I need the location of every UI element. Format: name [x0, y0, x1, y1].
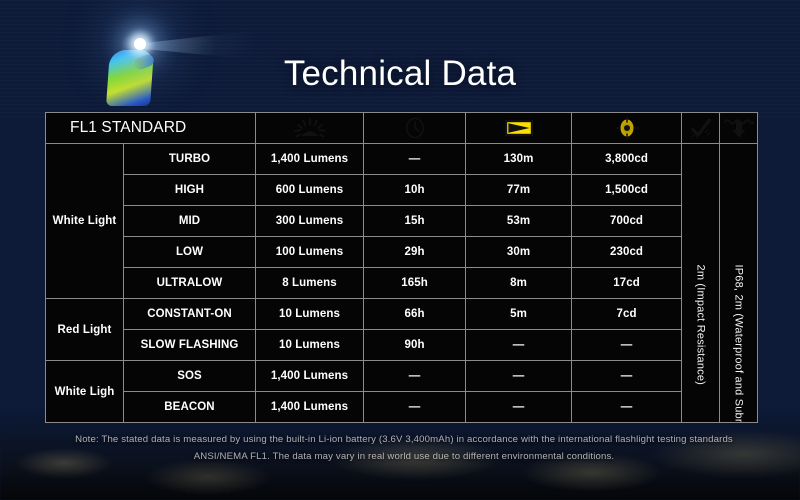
peak-intensity-value: 3,800cd	[571, 143, 683, 175]
waterproof-rating-text: IP68, 2m (Waterproof and Submersible)	[732, 264, 745, 423]
background-ground	[0, 408, 800, 500]
mode-name: SLOW FLASHING	[122, 329, 257, 361]
mode-name: TURBO	[122, 143, 257, 175]
beam-distance-value: 5m	[465, 298, 573, 330]
mode-name: BEACON	[122, 391, 257, 423]
beam-distance-value: 30m	[465, 236, 573, 268]
mode-name: LOW	[122, 236, 257, 268]
peak-intensity-value: —	[571, 360, 683, 392]
light-output-value: 1,400 Lumens	[255, 360, 365, 392]
peak-intensity-value: —	[571, 329, 683, 361]
table-header-row: FL1 STANDARD	[44, 112, 759, 144]
mode-name: MID	[122, 205, 257, 237]
fl1-standard-header: FL1 STANDARD	[44, 112, 257, 144]
table-row: SLOW FLASHING 10 Lumens 90h — —	[46, 329, 758, 361]
peak-intensity-value: 1,500cd	[571, 174, 683, 206]
light-output-icon	[255, 112, 365, 144]
beam-distance-value: 8m	[465, 267, 573, 299]
runtime-clock-icon	[363, 112, 467, 144]
runtime-value: 10h	[363, 174, 467, 206]
table-row: LOW 100 Lumens 29h 30m 230cd	[46, 236, 758, 268]
waterproof-icon	[719, 112, 759, 144]
runtime-value: —	[363, 143, 467, 175]
runtime-value: —	[363, 391, 467, 423]
light-output-value: 10 Lumens	[255, 298, 365, 330]
headlamp-light	[134, 38, 146, 50]
beam-distance-value: —	[465, 360, 573, 392]
peak-intensity-value: 230cd	[571, 236, 683, 268]
mode-name: CONSTANT-ON	[122, 298, 257, 330]
technical-data-table: FL1 STANDARD	[44, 112, 759, 423]
table-header: FL1 STANDARD	[44, 112, 759, 144]
table-row: Red Light CONSTANT-ON 10 Lumens 66h 5m 7…	[45, 298, 758, 361]
beam-distance-value: —	[465, 391, 573, 423]
light-output-value: 600 Lumens	[255, 174, 365, 206]
waterproof-rating-value: IP68, 2m (Waterproof and Submersible)	[719, 143, 759, 423]
peak-intensity-value: 17cd	[571, 267, 683, 299]
light-output-value: 1,400 Lumens	[255, 391, 365, 423]
light-output-value: 10 Lumens	[255, 329, 365, 361]
light-output-value: 8 Lumens	[255, 267, 365, 299]
beam-distance-icon	[465, 112, 573, 144]
peak-intensity-value: 7cd	[571, 298, 683, 330]
runtime-value: —	[363, 360, 467, 392]
group-label-red-light: Red Light	[45, 298, 124, 361]
table-row: White Light TURBO 1,400 Lumens — 130m 3,…	[45, 143, 759, 423]
beam-distance-value: 130m	[465, 143, 573, 175]
footnote-text: Note: The stated data is measured by usi…	[75, 434, 733, 462]
peak-intensity-value: 700cd	[571, 205, 683, 237]
light-output-value: 300 Lumens	[255, 205, 365, 237]
beam-distance-value: —	[465, 329, 573, 361]
light-output-value: 1,400 Lumens	[255, 143, 365, 175]
peak-intensity-value: —	[571, 391, 683, 423]
mode-name: SOS	[122, 360, 257, 392]
group-label-white-light-2: White Ligh	[45, 360, 124, 423]
runtime-value: 29h	[363, 236, 467, 268]
table-row: MID 300 Lumens 15h 53m 700cd	[46, 205, 758, 237]
page-title: Technical Data	[283, 54, 517, 93]
impact-resistance-value: 2m (Impact Resistance)	[681, 143, 721, 423]
impact-resistance-icon	[681, 112, 721, 144]
technical-data-table-wrapper: FL1 STANDARD	[44, 112, 759, 423]
peak-beam-intensity-icon	[571, 112, 683, 144]
table-row: HIGH 600 Lumens 10h 77m 1,500cd	[46, 174, 758, 206]
runtime-value: 66h	[363, 298, 467, 330]
mode-name: ULTRALOW	[122, 267, 257, 299]
beam-distance-value: 53m	[465, 205, 573, 237]
runtime-value: 165h	[363, 267, 467, 299]
table-row: ULTRALOW 8 Lumens 165h 8m 17cd	[46, 267, 758, 299]
light-output-value: 100 Lumens	[255, 236, 365, 268]
runtime-value: 15h	[363, 205, 467, 237]
table-row: White Ligh SOS 1,400 Lumens — — —	[45, 360, 758, 423]
hiker-head	[122, 36, 137, 53]
mode-name: HIGH	[122, 174, 257, 206]
group-label-white-light-1: White Light	[45, 143, 124, 299]
table-body: White Light TURBO 1,400 Lumens — 130m 3,…	[45, 143, 759, 423]
table-row: BEACON 1,400 Lumens — — —	[46, 391, 758, 423]
impact-resistance-text: 2m (Impact Resistance)	[694, 264, 707, 386]
beam-distance-value: 77m	[465, 174, 573, 206]
runtime-value: 90h	[363, 329, 467, 361]
